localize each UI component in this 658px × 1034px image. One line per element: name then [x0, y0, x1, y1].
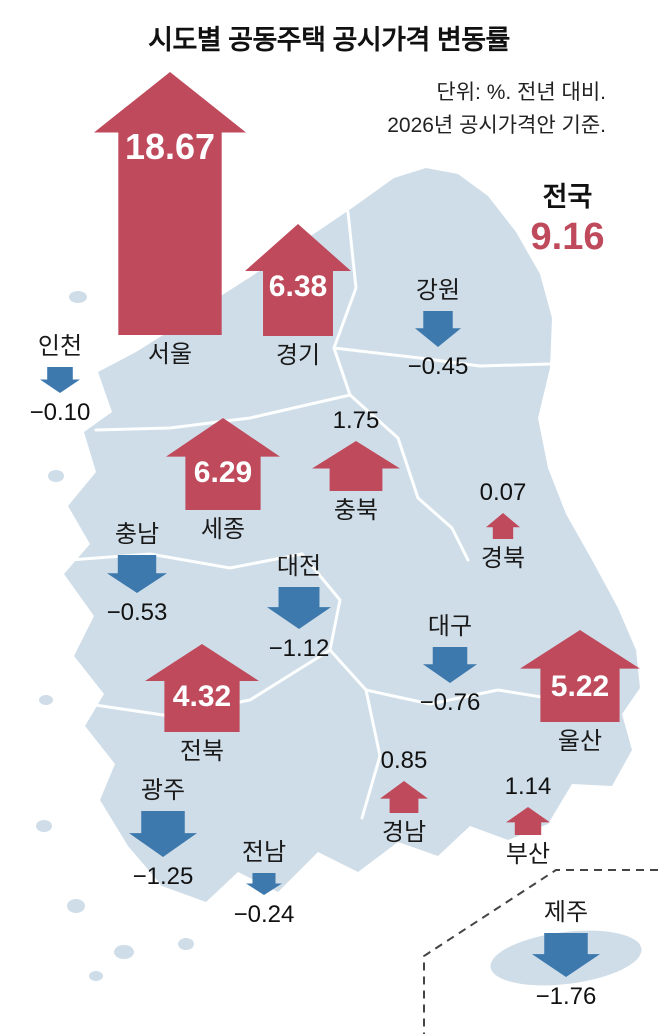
down-arrow — [267, 587, 331, 629]
west-coast-islands — [36, 291, 194, 981]
region-label: 전남 — [241, 839, 287, 866]
region-value: −1.12 — [268, 635, 330, 662]
region-label: 대구 — [427, 613, 473, 640]
region-value: −0.76 — [419, 689, 481, 716]
region-value: 6.29 — [193, 456, 253, 489]
region-seoul: 18.67 서울 — [90, 72, 250, 370]
up-arrow — [506, 807, 550, 835]
down-arrow — [246, 873, 282, 895]
region-label: 경북 — [480, 545, 526, 572]
region-daegu: 대구 −0.76 — [408, 612, 492, 718]
region-value: −0.45 — [407, 353, 469, 380]
region-busan: 1.14 부산 — [486, 772, 570, 870]
down-arrow — [415, 311, 461, 347]
region-label: 제주 — [543, 899, 589, 926]
region-gyeonggi: 6.38 경기 — [242, 224, 354, 371]
region-label: 경기 — [275, 342, 321, 369]
down-arrow — [423, 647, 477, 683]
up-arrow: 6.38 — [245, 224, 351, 336]
region-ulsan: 5.22 울산 — [518, 630, 642, 757]
region-label: 경남 — [381, 819, 427, 846]
down-arrow — [107, 555, 167, 593]
unit-note-line2: 2026년 공시가격안 기준. — [387, 114, 606, 137]
region-label: 광주 — [140, 777, 186, 804]
region-gyeongnam: 0.85 경남 — [362, 746, 446, 848]
page-title: 시도별 공동주택 공시가격 변동률 — [148, 25, 510, 55]
region-value: 6.38 — [268, 270, 328, 303]
region-gangwon: 강원 −0.45 — [392, 276, 484, 382]
region-value: −1.76 — [535, 983, 597, 1010]
national-value: 9.16 — [530, 216, 605, 258]
region-value: 5.22 — [550, 670, 610, 703]
region-value: −0.24 — [233, 901, 295, 928]
region-value: 4.32 — [172, 680, 232, 713]
up-arrow — [312, 441, 400, 491]
region-chungnam: 충남 −0.53 — [92, 520, 182, 628]
region-jeonnam: 전남 −0.24 — [222, 838, 306, 930]
region-value: 18.67 — [124, 126, 216, 167]
region-sejong: 6.29 세종 — [164, 418, 282, 545]
region-gwangju: 광주 −1.25 — [118, 776, 208, 892]
region-label: 충남 — [114, 521, 160, 548]
region-label: 전북 — [179, 738, 225, 765]
region-value: −0.10 — [29, 399, 91, 426]
unit-note: 단위: %. 전년 대비. 2026년 공시가격안 기준. — [387, 76, 606, 142]
up-arrow: 5.22 — [520, 630, 640, 722]
region-value: 1.75 — [332, 407, 380, 434]
region-label: 부산 — [505, 841, 551, 868]
down-arrow — [129, 811, 197, 857]
up-arrow — [486, 513, 520, 539]
region-incheon: 인천 −0.10 — [15, 332, 105, 428]
region-jeju: 제주 −1.76 — [518, 898, 614, 1012]
region-chungbuk: 1.75 충북 — [308, 406, 404, 526]
region-label: 강원 — [415, 277, 461, 304]
region-value: −1.25 — [132, 863, 194, 890]
region-label: 서울 — [147, 341, 193, 368]
region-value: 0.07 — [479, 479, 527, 506]
region-jeonbuk: 4.32 전북 — [142, 644, 262, 767]
up-arrow: 6.29 — [166, 418, 280, 510]
down-arrow — [532, 933, 600, 977]
unit-note-line1: 단위: %. 전년 대비. — [436, 81, 606, 104]
down-arrow — [40, 367, 80, 393]
region-gyeongbuk: 0.07 경북 — [460, 478, 546, 574]
region-label: 인천 — [37, 333, 83, 360]
up-arrow — [380, 781, 428, 813]
jeju-inset-dashed-border — [423, 869, 658, 1034]
region-label: 대전 — [276, 553, 322, 580]
region-daejeon: 대전 −1.12 — [256, 552, 342, 664]
region-label: 충북 — [333, 497, 379, 524]
region-label: 울산 — [557, 728, 603, 755]
region-value: −0.53 — [106, 599, 168, 626]
up-arrow: 18.67 — [94, 72, 246, 335]
region-value: 0.85 — [380, 747, 428, 774]
national-label: 전국 — [542, 182, 593, 212]
region-value: 1.14 — [504, 773, 552, 800]
region-label: 세종 — [200, 516, 246, 543]
national-summary: 전국 9.16 — [505, 180, 630, 260]
up-arrow: 4.32 — [145, 644, 259, 732]
